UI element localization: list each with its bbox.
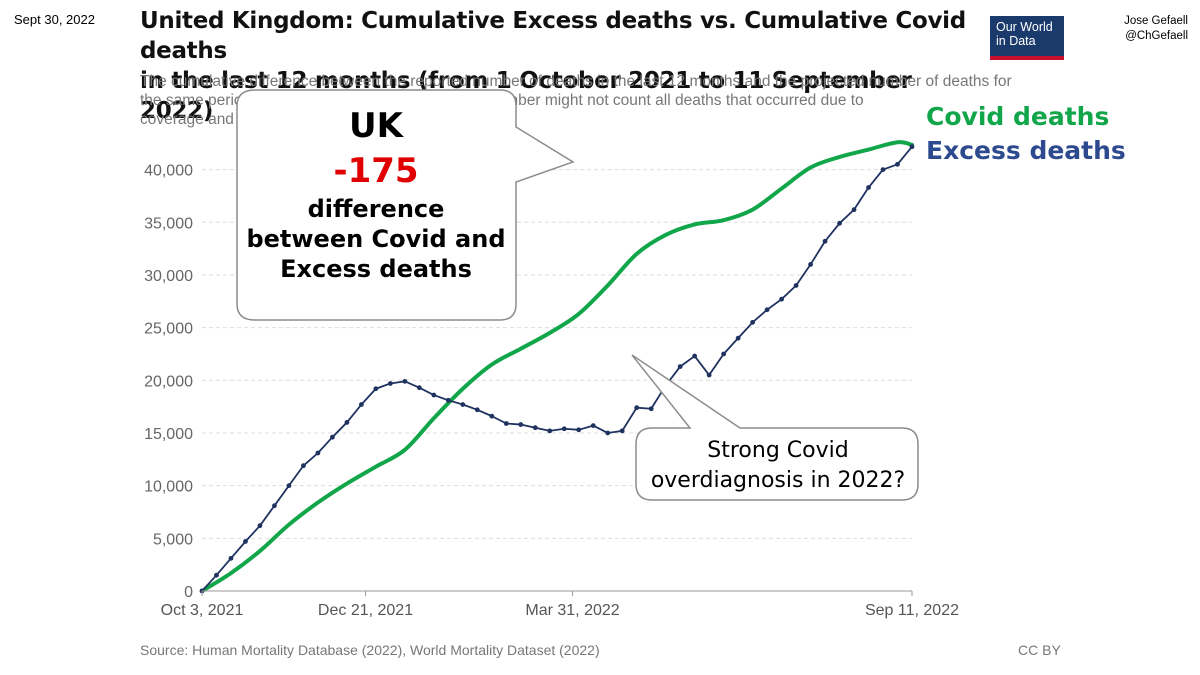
y-tick-label: 40,000 xyxy=(144,163,193,180)
excess-deaths-point xyxy=(301,463,306,469)
excess-deaths-point xyxy=(605,430,611,436)
logo-line-1: Our World xyxy=(996,20,1053,34)
chart-subtitle: The cumulative difference between the re… xyxy=(140,72,1040,129)
covid-deaths-line xyxy=(200,140,914,593)
excess-deaths-line xyxy=(201,146,913,592)
date-label: Sept 30, 2022 xyxy=(14,12,95,27)
x-tick-label: Dec 21, 2021 xyxy=(318,602,413,619)
excess-deaths-point xyxy=(445,397,451,403)
author: Jose Gefaell @ChGefaell xyxy=(1124,14,1188,44)
note-text: Strong Covid overdiagnosis in 2022? xyxy=(640,436,916,496)
author-handle: @ChGefaell xyxy=(1125,30,1188,42)
excess-deaths-point xyxy=(808,262,813,267)
excess-deaths-point xyxy=(692,353,698,359)
y-tick-label: 5,000 xyxy=(153,531,193,548)
logo-line-2: in Data xyxy=(996,34,1036,48)
excess-deaths-point xyxy=(735,335,741,341)
source-note: Source: Human Mortality Database (2022),… xyxy=(140,642,600,658)
callout-text: UK -175 difference between Covid and Exc… xyxy=(240,104,512,284)
excess-deaths-point xyxy=(750,319,756,325)
license-label: CC BY xyxy=(1018,642,1061,658)
note-line-1: Strong Covid xyxy=(707,438,849,463)
excess-deaths-point xyxy=(358,402,364,407)
y-tick-label: 30,000 xyxy=(144,268,193,285)
y-tick-label: 10,000 xyxy=(144,479,193,496)
excess-deaths-point xyxy=(547,428,553,434)
y-tick-label: 25,000 xyxy=(144,321,193,338)
excess-deaths-point xyxy=(793,283,799,288)
excess-deaths-point xyxy=(272,503,277,509)
callout-line-2: between Covid and xyxy=(246,225,506,253)
subtitle-line-3: coverage and xyxy=(140,111,234,128)
y-tick-label: 0 xyxy=(184,584,193,601)
excess-deaths-point xyxy=(619,428,625,434)
excess-deaths-point xyxy=(909,144,915,150)
excess-deaths-point xyxy=(373,386,379,392)
callout-line-1: difference xyxy=(307,195,445,223)
excess-deaths-point xyxy=(257,523,263,529)
excess-deaths-point xyxy=(576,427,582,433)
x-tick-label: Mar 31, 2022 xyxy=(525,602,619,619)
excess-deaths-point xyxy=(532,425,538,431)
callout-value: -175 xyxy=(333,151,419,191)
callout-bubble xyxy=(236,89,575,321)
note-line-2: overdiagnosis in 2022? xyxy=(650,468,906,493)
excess-deaths-point xyxy=(474,407,480,413)
excess-deaths-point xyxy=(764,307,770,313)
excess-deaths-point xyxy=(721,351,727,357)
excess-deaths-point xyxy=(286,483,292,489)
excess-deaths-point xyxy=(243,539,248,544)
excess-deaths-point xyxy=(895,161,900,167)
excess-deaths-point xyxy=(866,185,871,190)
callout-country: UK xyxy=(349,106,403,146)
excess-deaths-point xyxy=(706,372,712,378)
excess-deaths-point xyxy=(315,450,321,456)
x-tick-label: Oct 3, 2021 xyxy=(161,602,244,619)
callout-line-3: Excess deaths xyxy=(280,255,472,283)
legend-covid: Covid deaths xyxy=(926,102,1110,131)
excess-deaths-point xyxy=(387,381,393,386)
excess-deaths-point xyxy=(518,422,524,427)
y-tick-label: 35,000 xyxy=(144,215,193,232)
excess-deaths-point xyxy=(503,421,509,426)
excess-deaths-point xyxy=(561,426,567,432)
excess-deaths-point xyxy=(416,385,422,391)
y-tick-label: 15,000 xyxy=(144,426,193,443)
excess-deaths-point xyxy=(779,296,784,302)
legend-excess: Excess deaths xyxy=(926,136,1126,165)
note-bubble xyxy=(631,354,919,501)
excess-deaths-point xyxy=(460,402,466,407)
excess-deaths-point xyxy=(489,413,495,419)
excess-deaths-point xyxy=(214,572,219,578)
excess-deaths-point xyxy=(851,207,857,213)
subtitle-line-1: The cumulative difference between the re… xyxy=(140,73,1012,90)
x-tick-label: Sep 11, 2022 xyxy=(865,602,959,619)
excess-deaths-point xyxy=(402,378,408,384)
excess-deaths-point xyxy=(344,420,350,425)
excess-deaths-point xyxy=(228,555,234,561)
excess-deaths-point xyxy=(822,238,828,244)
excess-deaths-point xyxy=(431,392,437,398)
y-tick-label: 20,000 xyxy=(144,373,193,390)
excess-deaths-point xyxy=(880,167,886,173)
owid-logo: Our World in Data xyxy=(990,16,1064,60)
excess-deaths-point xyxy=(590,423,596,429)
excess-deaths-point xyxy=(634,405,640,411)
title-line-1: United Kingdom: Cumulative Excess deaths… xyxy=(140,8,966,64)
excess-deaths-point xyxy=(837,220,842,226)
excess-deaths-point xyxy=(330,434,335,440)
excess-deaths-point xyxy=(648,406,654,412)
excess-deaths-point xyxy=(677,364,683,370)
author-name: Jose Gefaell xyxy=(1124,15,1188,27)
